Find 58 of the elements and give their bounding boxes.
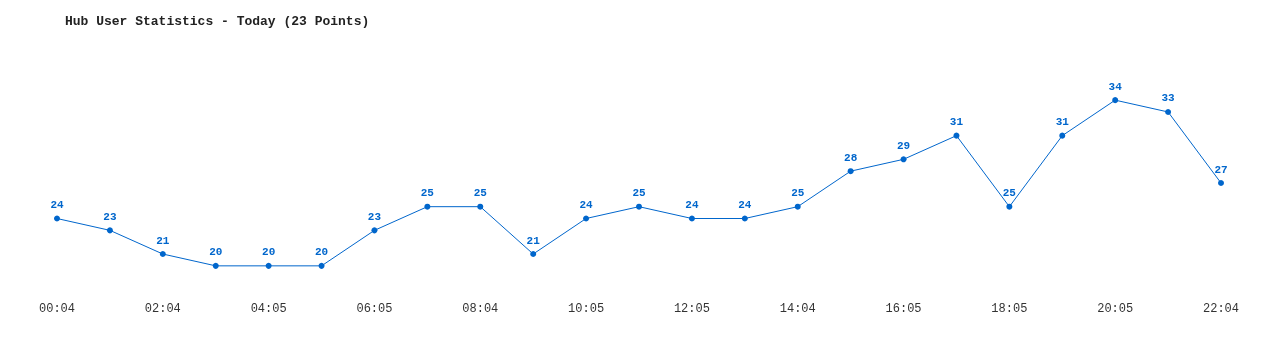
- point: [265, 262, 272, 269]
- point: [794, 203, 801, 210]
- data-label: 20: [314, 246, 329, 259]
- x-tick-label: 06:05: [356, 302, 393, 316]
- point: [583, 215, 590, 222]
- point: [106, 227, 113, 234]
- data-label: 21: [526, 234, 541, 247]
- x-tick-label: 10:05: [568, 302, 605, 316]
- point: [1218, 180, 1224, 186]
- point: [1112, 97, 1119, 104]
- point: [741, 215, 748, 222]
- data-label: 24: [685, 199, 699, 212]
- x-tick-label: 00:04: [38, 302, 76, 316]
- data-label: 20: [262, 246, 276, 259]
- point: [636, 203, 642, 210]
- x-tick-label: 14:04: [779, 302, 816, 316]
- data-label: 29: [896, 139, 911, 152]
- x-tick-label: 18:05: [991, 302, 1028, 316]
- point: [54, 215, 60, 222]
- point: [953, 132, 960, 139]
- data-label: 31: [1055, 116, 1070, 129]
- x-tick-label: 20:05: [1097, 302, 1134, 316]
- point: [847, 168, 854, 175]
- data-label: 34: [1108, 80, 1123, 93]
- x-tick-label: 22:04: [1202, 302, 1240, 316]
- data-label: 25: [632, 187, 646, 200]
- data-label: 21: [156, 234, 170, 247]
- point: [212, 262, 219, 269]
- data-label: 25: [420, 187, 435, 200]
- point: [688, 215, 695, 222]
- data-label: 24: [738, 199, 752, 212]
- x-tick-label: 02:04: [144, 302, 181, 316]
- data-label: 20: [209, 246, 223, 259]
- data-label: 25: [1002, 187, 1017, 200]
- data-label: 24: [579, 199, 594, 212]
- point: [530, 251, 537, 258]
- data-label: 27: [1214, 163, 1228, 176]
- x-tick-label: 04:05: [250, 302, 287, 316]
- point: [424, 203, 431, 210]
- data-label: 23: [103, 210, 117, 223]
- data-label: 28: [844, 151, 858, 164]
- data-label: 24: [50, 199, 64, 212]
- point: [371, 227, 378, 234]
- x-tick-label: 08:04: [462, 302, 499, 316]
- point: [1006, 203, 1013, 210]
- data-label: 33: [1161, 92, 1176, 105]
- data-label: 25: [473, 187, 488, 200]
- point: [159, 251, 166, 258]
- x-tick-label: 16:05: [885, 302, 922, 316]
- data-label: 23: [367, 210, 382, 223]
- chart-title: Hub User Statistics - Today (23 Points): [65, 14, 370, 29]
- x-tick-label: 12:05: [673, 302, 710, 316]
- point: [1059, 132, 1066, 139]
- point: [318, 262, 325, 269]
- data-label: 25: [791, 187, 805, 200]
- point: [1165, 108, 1172, 115]
- data-label: 31: [949, 116, 964, 129]
- point: [477, 203, 484, 210]
